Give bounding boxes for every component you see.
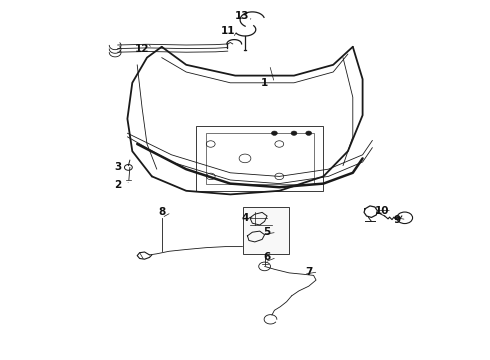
- Text: 1: 1: [261, 78, 268, 88]
- Bar: [243, 207, 289, 254]
- Circle shape: [291, 131, 297, 135]
- Text: 4: 4: [241, 213, 249, 223]
- Text: 11: 11: [220, 26, 235, 36]
- Bar: [206, 133, 314, 184]
- Text: 6: 6: [264, 252, 270, 262]
- Text: 5: 5: [264, 227, 270, 237]
- Circle shape: [271, 131, 277, 135]
- Text: 12: 12: [135, 44, 149, 54]
- Circle shape: [306, 131, 312, 135]
- Text: 13: 13: [235, 11, 250, 21]
- Text: 2: 2: [114, 180, 121, 190]
- Text: 10: 10: [375, 206, 390, 216]
- Text: 7: 7: [305, 267, 313, 277]
- Text: 8: 8: [158, 207, 165, 217]
- Text: 9: 9: [393, 215, 400, 225]
- Text: 3: 3: [114, 162, 121, 172]
- Bar: [196, 126, 323, 191]
